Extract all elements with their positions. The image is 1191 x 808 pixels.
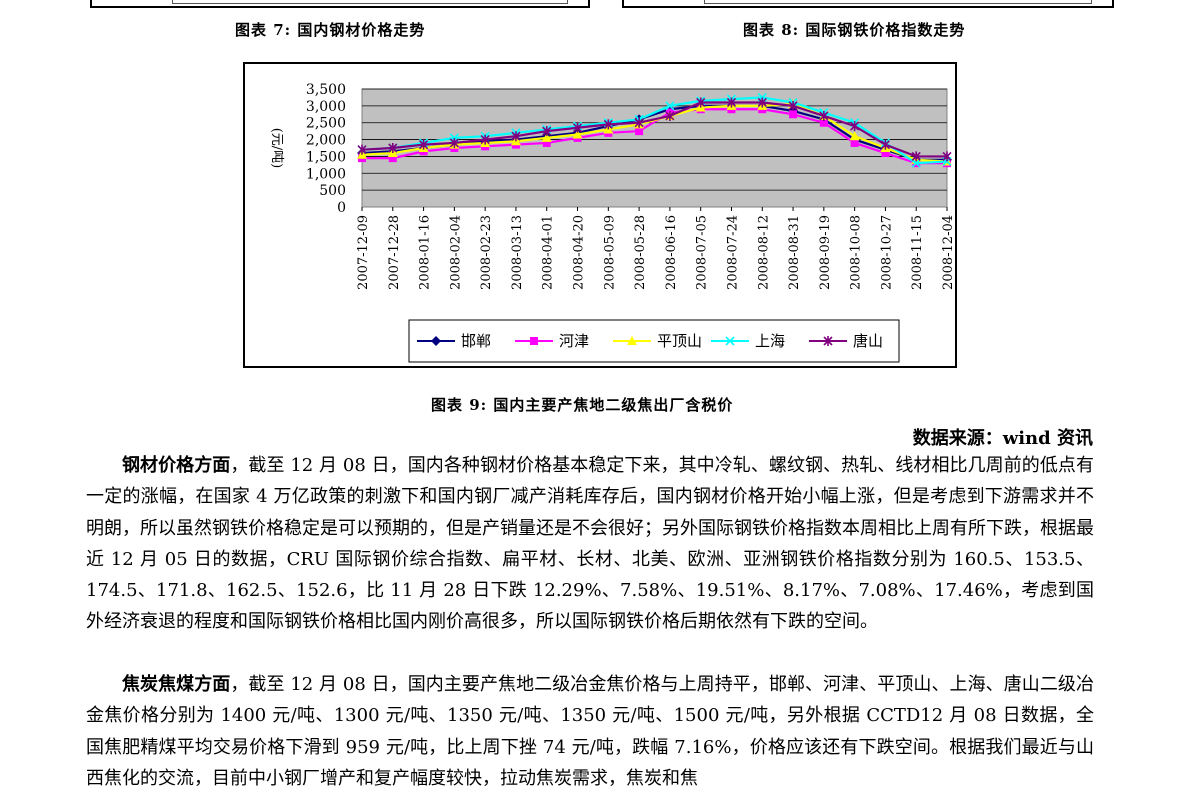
x-tick-label: 2008-01-16 xyxy=(418,215,433,290)
x-tick-label: 2008-08-12 xyxy=(756,215,771,290)
series-1-point xyxy=(819,118,828,127)
series-4-point xyxy=(480,134,490,145)
y-tick-label: 1,500 xyxy=(306,149,346,165)
series-1-point xyxy=(881,149,890,158)
series-4-point xyxy=(603,119,613,130)
x-tick-label: 2008-05-09 xyxy=(602,215,617,290)
series-1-point xyxy=(542,138,551,147)
series-3-point xyxy=(665,101,675,111)
series-4-point xyxy=(696,97,706,108)
series-1-point xyxy=(635,127,644,136)
y-tick-label: 3,000 xyxy=(306,99,346,115)
series-1-point xyxy=(789,110,798,119)
data-source: 数据来源：wind 资讯 xyxy=(912,428,1093,449)
coke-lead: 焦炭焦煤方面 xyxy=(122,674,231,695)
series-4-point xyxy=(357,144,367,155)
x-tick-label: 2007-12-09 xyxy=(356,215,371,290)
series-4-point xyxy=(911,151,921,162)
series-4-point xyxy=(757,97,767,108)
x-tick-label: 2008-03-13 xyxy=(510,215,525,290)
legend-marker-2 xyxy=(627,336,637,345)
legend-label-2: 平顶山 xyxy=(657,332,702,350)
x-tick-label: 2008-02-04 xyxy=(448,215,463,290)
x-tick-label: 2008-12-04 xyxy=(941,215,955,290)
y-tick-label: 0 xyxy=(337,200,346,216)
legend-marker-1 xyxy=(530,337,538,345)
x-tick-label: 2008-07-05 xyxy=(695,215,710,290)
series-4-point xyxy=(419,139,429,150)
series-4-point xyxy=(942,151,952,162)
series-4-point xyxy=(572,122,583,133)
series-line-1 xyxy=(362,108,947,165)
series-2-point xyxy=(572,129,583,139)
x-tick-label: 2008-11-15 xyxy=(910,215,925,290)
legend-label-3: 上海 xyxy=(755,332,785,350)
figure9-caption: 图表 9: 国内主要产焦地二级焦出厂含税价 xyxy=(431,396,734,414)
series-line-4 xyxy=(361,101,947,158)
y-tick-label: 2,000 xyxy=(306,133,346,149)
x-tick-label: 2008-07-24 xyxy=(725,215,740,290)
y-tick-label: 500 xyxy=(319,183,346,199)
series-4-point xyxy=(542,126,552,137)
series-4-point xyxy=(819,110,829,121)
figure7-frame-bottom xyxy=(90,0,590,8)
x-tick-label: 2008-08-31 xyxy=(787,215,802,290)
series-4-point xyxy=(850,121,860,132)
coke-price-chart: 0 500 1,000 1,500 2,000 2,500 3,000 3,500 (元/吨) 2… xyxy=(243,62,957,368)
legend-label-4: 唐山 xyxy=(853,332,883,350)
figure7-caption: 图表 7: 国内钢材价格走势 xyxy=(235,21,426,39)
legend-label-1: 河津 xyxy=(559,332,589,350)
x-tick-label: 2008-05-28 xyxy=(633,215,648,290)
y-tick-label: 1,000 xyxy=(306,166,346,182)
series-4-point xyxy=(449,137,459,148)
steel-lead: 钢材价格方面 xyxy=(122,455,231,476)
x-tick-label: 2008-02-23 xyxy=(479,215,494,290)
series-1-point xyxy=(850,138,859,147)
series-4-point xyxy=(388,143,398,153)
series-4-point xyxy=(511,131,521,142)
x-tick-label: 2007-12-28 xyxy=(387,215,402,290)
x-tick-label: 2008-10-08 xyxy=(849,215,864,290)
y-tick-label: 2,500 xyxy=(306,116,346,132)
legend-label-0: 邯郸 xyxy=(461,332,491,350)
series-4-point xyxy=(880,139,890,150)
steel-body: ，截至 12 月 08 日，国内各种钢材价格基本稳定下来，其中冷轧、螺纹钢、热轧… xyxy=(86,455,1094,633)
series-4-point xyxy=(726,97,737,108)
coke-coal-paragraph: 焦炭焦煤方面，截至 12 月 08 日，国内主要产焦地二级冶金焦价格与上周持平，… xyxy=(86,669,1094,794)
series-4-point xyxy=(788,100,798,111)
y-axis-label: (元/吨) xyxy=(269,128,284,169)
series-3-point xyxy=(911,158,921,168)
y-tick-label: 3,500 xyxy=(306,82,346,98)
series-2-point xyxy=(849,131,860,141)
series-line-3 xyxy=(361,96,948,165)
x-tick-label: 2008-09-19 xyxy=(818,215,833,290)
series-1-point xyxy=(388,154,397,163)
legend-marker-3 xyxy=(725,336,735,346)
legend-marker-0 xyxy=(431,336,441,346)
x-tick-label: 2008-10-27 xyxy=(879,215,894,290)
x-tick-label: 2008-04-01 xyxy=(541,215,556,290)
series-4-point xyxy=(634,117,644,128)
coke-body: ，截至 12 月 08 日，国内主要产焦地二级冶金焦价格与上周持平，邯郸、河津、… xyxy=(86,674,1094,789)
x-tick-label: 2008-06-16 xyxy=(664,215,679,290)
series-4-point xyxy=(665,110,675,121)
x-tick-label: 2008-04-20 xyxy=(572,215,587,290)
figure8-caption: 图表 8: 国际钢铁价格指数走势 xyxy=(743,21,966,39)
legend-marker-4 xyxy=(823,336,833,346)
series-2-point xyxy=(541,132,552,142)
steel-price-paragraph: 钢材价格方面，截至 12 月 08 日，国内各种钢材价格基本稳定下来，其中冷轧、… xyxy=(86,450,1094,638)
figure8-frame-bottom xyxy=(622,0,1114,8)
